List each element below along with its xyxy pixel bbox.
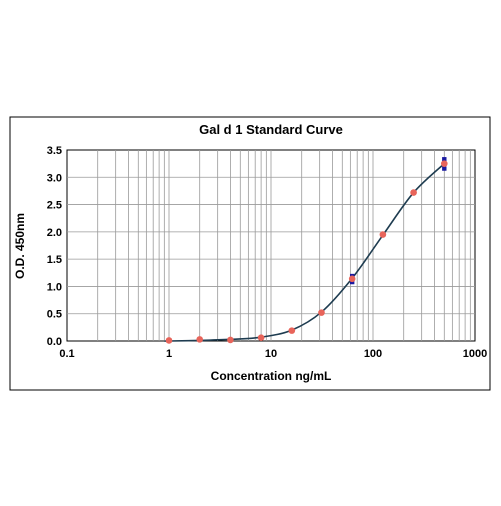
- mean-point: [440, 160, 448, 167]
- mean-point: [379, 231, 387, 238]
- replicate-point: [442, 166, 447, 171]
- y-tick-label: 3.5: [47, 145, 62, 157]
- y-tick-label: 1.0: [47, 281, 62, 293]
- y-tick-label: 1.5: [47, 254, 62, 266]
- y-tick-label: 2.0: [47, 227, 62, 239]
- y-tick-label: 3.0: [47, 172, 62, 184]
- x-tick-label: 1000: [463, 348, 487, 360]
- y-axis-title: O.D. 450nm: [13, 213, 27, 279]
- data-markers: [165, 157, 448, 344]
- x-tick-label: 1: [166, 348, 172, 360]
- mean-point: [348, 275, 356, 283]
- y-tick-label: 0.5: [47, 309, 62, 321]
- y-tick-label: 0.0: [47, 336, 62, 348]
- x-tick-labels: 0.1 1 10 100 1000: [59, 348, 487, 360]
- mean-point: [227, 336, 234, 344]
- mean-point: [288, 327, 296, 334]
- mean-point: [410, 189, 417, 196]
- replicate-point: [442, 157, 447, 162]
- mean-point: [318, 309, 325, 316]
- mean-point: [165, 337, 173, 344]
- chart-title: Gal d 1 Standard Curve: [199, 122, 343, 137]
- x-tick-label: 100: [364, 348, 382, 360]
- y-tick-label: 2.5: [47, 200, 62, 212]
- y-tick-labels: 0.0 0.5 1.0 1.5 2.0 2.5 3.0 3.5: [47, 145, 62, 348]
- mean-point: [196, 336, 204, 343]
- x-axis-title: Concentration ng/mL: [211, 369, 332, 383]
- x-tick-label: 10: [265, 348, 277, 360]
- mean-point: [257, 334, 265, 342]
- x-tick-label: 0.1: [59, 348, 74, 360]
- grid-lines: [67, 150, 475, 341]
